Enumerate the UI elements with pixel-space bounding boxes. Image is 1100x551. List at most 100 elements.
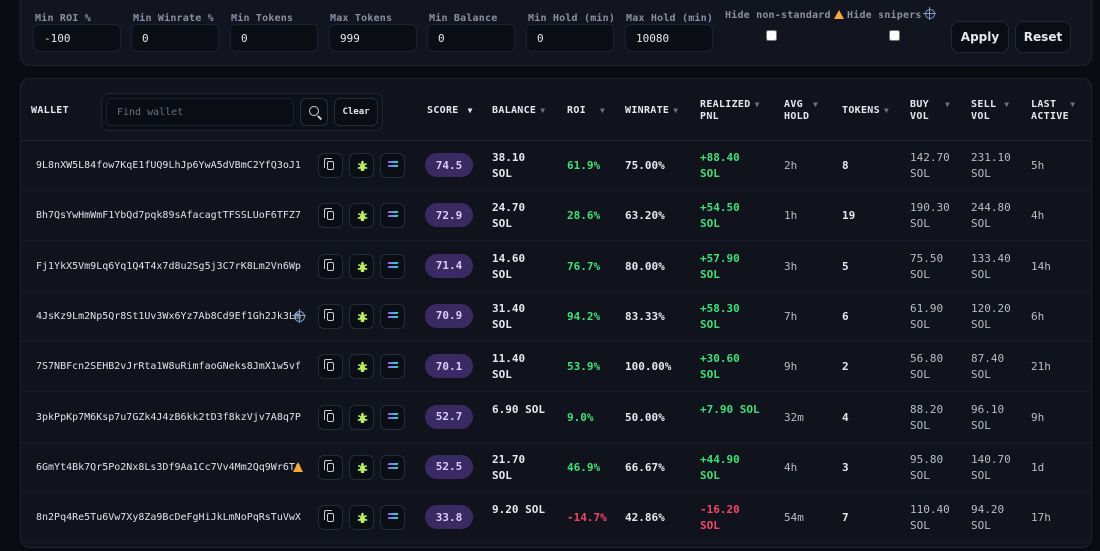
tokens-value: 2 — [842, 360, 849, 374]
col-last-active[interactable]: LAST ▼ ACTIVE — [1031, 99, 1076, 122]
solana-icon — [387, 211, 399, 221]
wallet-address[interactable]: Bh7QsYwHmWmF1YbQd7pqk89sAfacagtTFSSLUoF6… — [36, 210, 301, 222]
solscan-button[interactable] — [380, 153, 405, 178]
max-tokens-label: Max Tokens — [330, 13, 393, 24]
copy-button[interactable] — [318, 505, 343, 531]
hide-snipers-label: Hide snipers — [847, 3, 936, 22]
avg-hold-value: 2h — [784, 159, 798, 172]
avg-hold-value: 3h — [784, 259, 798, 273]
wallet-address[interactable]: 9L8nXW5L84fow7KqE1fUQ9LhJp6YwA5dVBmC2YfQ… — [36, 160, 301, 171]
balance-value: 14.60 SOL — [492, 251, 526, 281]
last-active-value: 6h — [1031, 309, 1045, 323]
solscan-button[interactable] — [380, 303, 405, 329]
explorer-button[interactable] — [349, 253, 374, 279]
solscan-button[interactable] — [380, 505, 405, 531]
avg-hold-value: 7h — [784, 309, 798, 323]
wallet-address[interactable]: 4JsKz9Lm2Np5Qr8St1Uv3Wx6Yz7Ab8Cd9Ef1Gh2J… — [36, 310, 301, 322]
col-balance[interactable]: BALANCE ▼ — [492, 105, 546, 116]
tokens-value: 3 — [842, 460, 849, 474]
crosshair-icon — [922, 7, 936, 20]
copy-icon — [324, 359, 334, 372]
max-hold-input[interactable] — [625, 24, 713, 52]
copy-button[interactable] — [318, 253, 343, 279]
solscan-button[interactable] — [380, 454, 405, 480]
roi-value: 46.9% — [567, 460, 601, 474]
copy-button[interactable] — [318, 303, 343, 329]
col-avg-hold[interactable]: AVG ▼ HOLD — [784, 99, 819, 122]
explorer-button[interactable] — [349, 505, 374, 531]
wallet-search-input[interactable] — [106, 98, 294, 126]
solscan-button[interactable] — [380, 203, 405, 229]
copy-button[interactable] — [318, 153, 343, 178]
realized-pnl-value: +7.90 SOL — [700, 402, 760, 416]
solscan-button[interactable] — [380, 404, 405, 430]
copy-button[interactable] — [318, 203, 343, 229]
explorer-button[interactable] — [349, 454, 374, 480]
explorer-button[interactable] — [349, 303, 374, 329]
col-realized-pnl[interactable]: REALIZED ▼ PNL — [700, 99, 760, 122]
wallet-address[interactable]: 3pkPpKp7M6Ksp7u7GZk4J4zB6kk2tD3f8kzVjv7A… — [36, 411, 301, 423]
col-winrate[interactable]: WINRATE ▼ — [625, 105, 679, 116]
explorer-button[interactable] — [349, 404, 374, 430]
table-row[interactable]: 9L8nXW5L84fow7KqE1fUQ9LhJp6YwA5dVBmC2YfQ… — [21, 141, 1091, 191]
search-button[interactable] — [300, 98, 328, 126]
col-wallet: WALLET — [31, 105, 69, 116]
hide-nonstandard-checkbox[interactable] — [766, 30, 777, 41]
min-winrate-input[interactable] — [131, 24, 219, 52]
col-sell-vol[interactable]: SELL ▼ VOL — [971, 99, 1010, 122]
table-row[interactable]: 4JsKz9Lm2Np5Qr8St1Uv3Wx6Yz7Ab8Cd9Ef1Gh2J… — [21, 292, 1091, 342]
bug-icon — [357, 412, 368, 423]
buy-vol-value: 61.90 SOL — [910, 301, 944, 331]
col-tokens[interactable]: TOKENS ▼ — [842, 105, 890, 116]
explorer-button[interactable] — [349, 203, 374, 229]
min-roi-input[interactable] — [33, 24, 121, 52]
max-tokens-input[interactable] — [329, 24, 417, 52]
col-buy-vol[interactable]: BUY ▼ VOL — [910, 99, 951, 122]
clear-search-button[interactable]: Clear — [334, 98, 378, 126]
sell-vol-value: 96.10 SOL — [971, 402, 1005, 432]
winrate-value: 100.00% — [625, 360, 672, 374]
solscan-button[interactable] — [380, 354, 405, 380]
apply-button[interactable]: Apply — [951, 21, 1009, 53]
sort-icon: ▼ — [754, 100, 760, 109]
table-row[interactable]: 7S7NBFcn2SEHB2vJrRta1W8uRimfaoGNeks8JmX1… — [21, 342, 1091, 393]
winrate-value: 66.67% — [625, 460, 665, 474]
hide-snipers-checkbox[interactable] — [889, 30, 900, 41]
table-row[interactable]: 3pkPpKp7M6Ksp7u7GZk4J4zB6kk2tD3f8kzVjv7A… — [21, 393, 1091, 443]
buy-vol-value: 110.40 SOL — [910, 503, 950, 533]
table-row[interactable]: Fj1YkX5Vm9Lq6Yq1Q4T4x7d8u2Sg5j3C7rK8Lm2V… — [21, 242, 1091, 292]
copy-icon — [324, 258, 334, 271]
explorer-button[interactable] — [349, 153, 374, 178]
table-row[interactable]: 6GmYt4Bk7Qr5Po2Nx8Ls3Df9Aa1Cc7Vv4Mm2Qq9W… — [21, 443, 1091, 493]
avg-hold-value: 4h — [784, 460, 798, 474]
sort-icon: ▼ — [599, 106, 606, 115]
copy-button[interactable] — [318, 454, 343, 480]
solscan-button[interactable] — [380, 253, 405, 279]
balance-value: 31.40 SOL — [492, 301, 526, 331]
wallet-address[interactable]: 8n2Pq4Re5Tu6Vw7Xy8Za9BcDeFgHiJkLmNoPqRsT… — [36, 512, 301, 524]
min-hold-input[interactable] — [526, 24, 614, 52]
reset-button[interactable]: Reset — [1015, 21, 1071, 53]
bug-icon — [357, 261, 368, 272]
table-row[interactable]: Bh7QsYwHmWmF1YbQd7pqk89sAfacagtTFSSLUoF6… — [21, 191, 1091, 242]
explorer-button[interactable] — [349, 354, 374, 380]
copy-button[interactable] — [318, 354, 343, 380]
wallet-address[interactable]: Fj1YkX5Vm9Lq6Yq1Q4T4x7d8u2Sg5j3C7rK8Lm2V… — [36, 260, 301, 272]
realized-pnl-value: +30.60 SOL — [700, 352, 740, 382]
table-row[interactable]: 8n2Pq4Re5Tu6Vw7Xy8Za9BcDeFgHiJkLmNoPqRsT… — [21, 493, 1091, 544]
wallet-address[interactable]: 6GmYt4Bk7Qr5Po2Nx8Ls3Df9Aa1Cc7Vv4Mm2Qq9W… — [36, 461, 301, 473]
col-score[interactable]: SCORE ▼ — [427, 105, 473, 116]
sell-vol-value: 244.80 SOL — [971, 201, 1011, 231]
min-tokens-input[interactable] — [230, 24, 318, 52]
sort-desc-icon: ▼ — [467, 106, 473, 115]
col-roi[interactable]: ROI ▼ — [567, 105, 606, 116]
roi-value: 76.7% — [567, 259, 601, 273]
solana-icon — [387, 311, 399, 322]
wallet-address[interactable]: 7S7NBFcn2SEHB2vJrRta1W8uRimfaoGNeks8JmX1… — [36, 361, 301, 373]
avg-hold-value: 1h — [784, 209, 798, 223]
min-balance-input[interactable] — [427, 24, 515, 52]
copy-button[interactable] — [318, 404, 343, 430]
copy-icon — [324, 308, 334, 321]
balance-value: 9.20 SOL — [492, 503, 545, 517]
winrate-value: 63.20% — [625, 209, 665, 223]
